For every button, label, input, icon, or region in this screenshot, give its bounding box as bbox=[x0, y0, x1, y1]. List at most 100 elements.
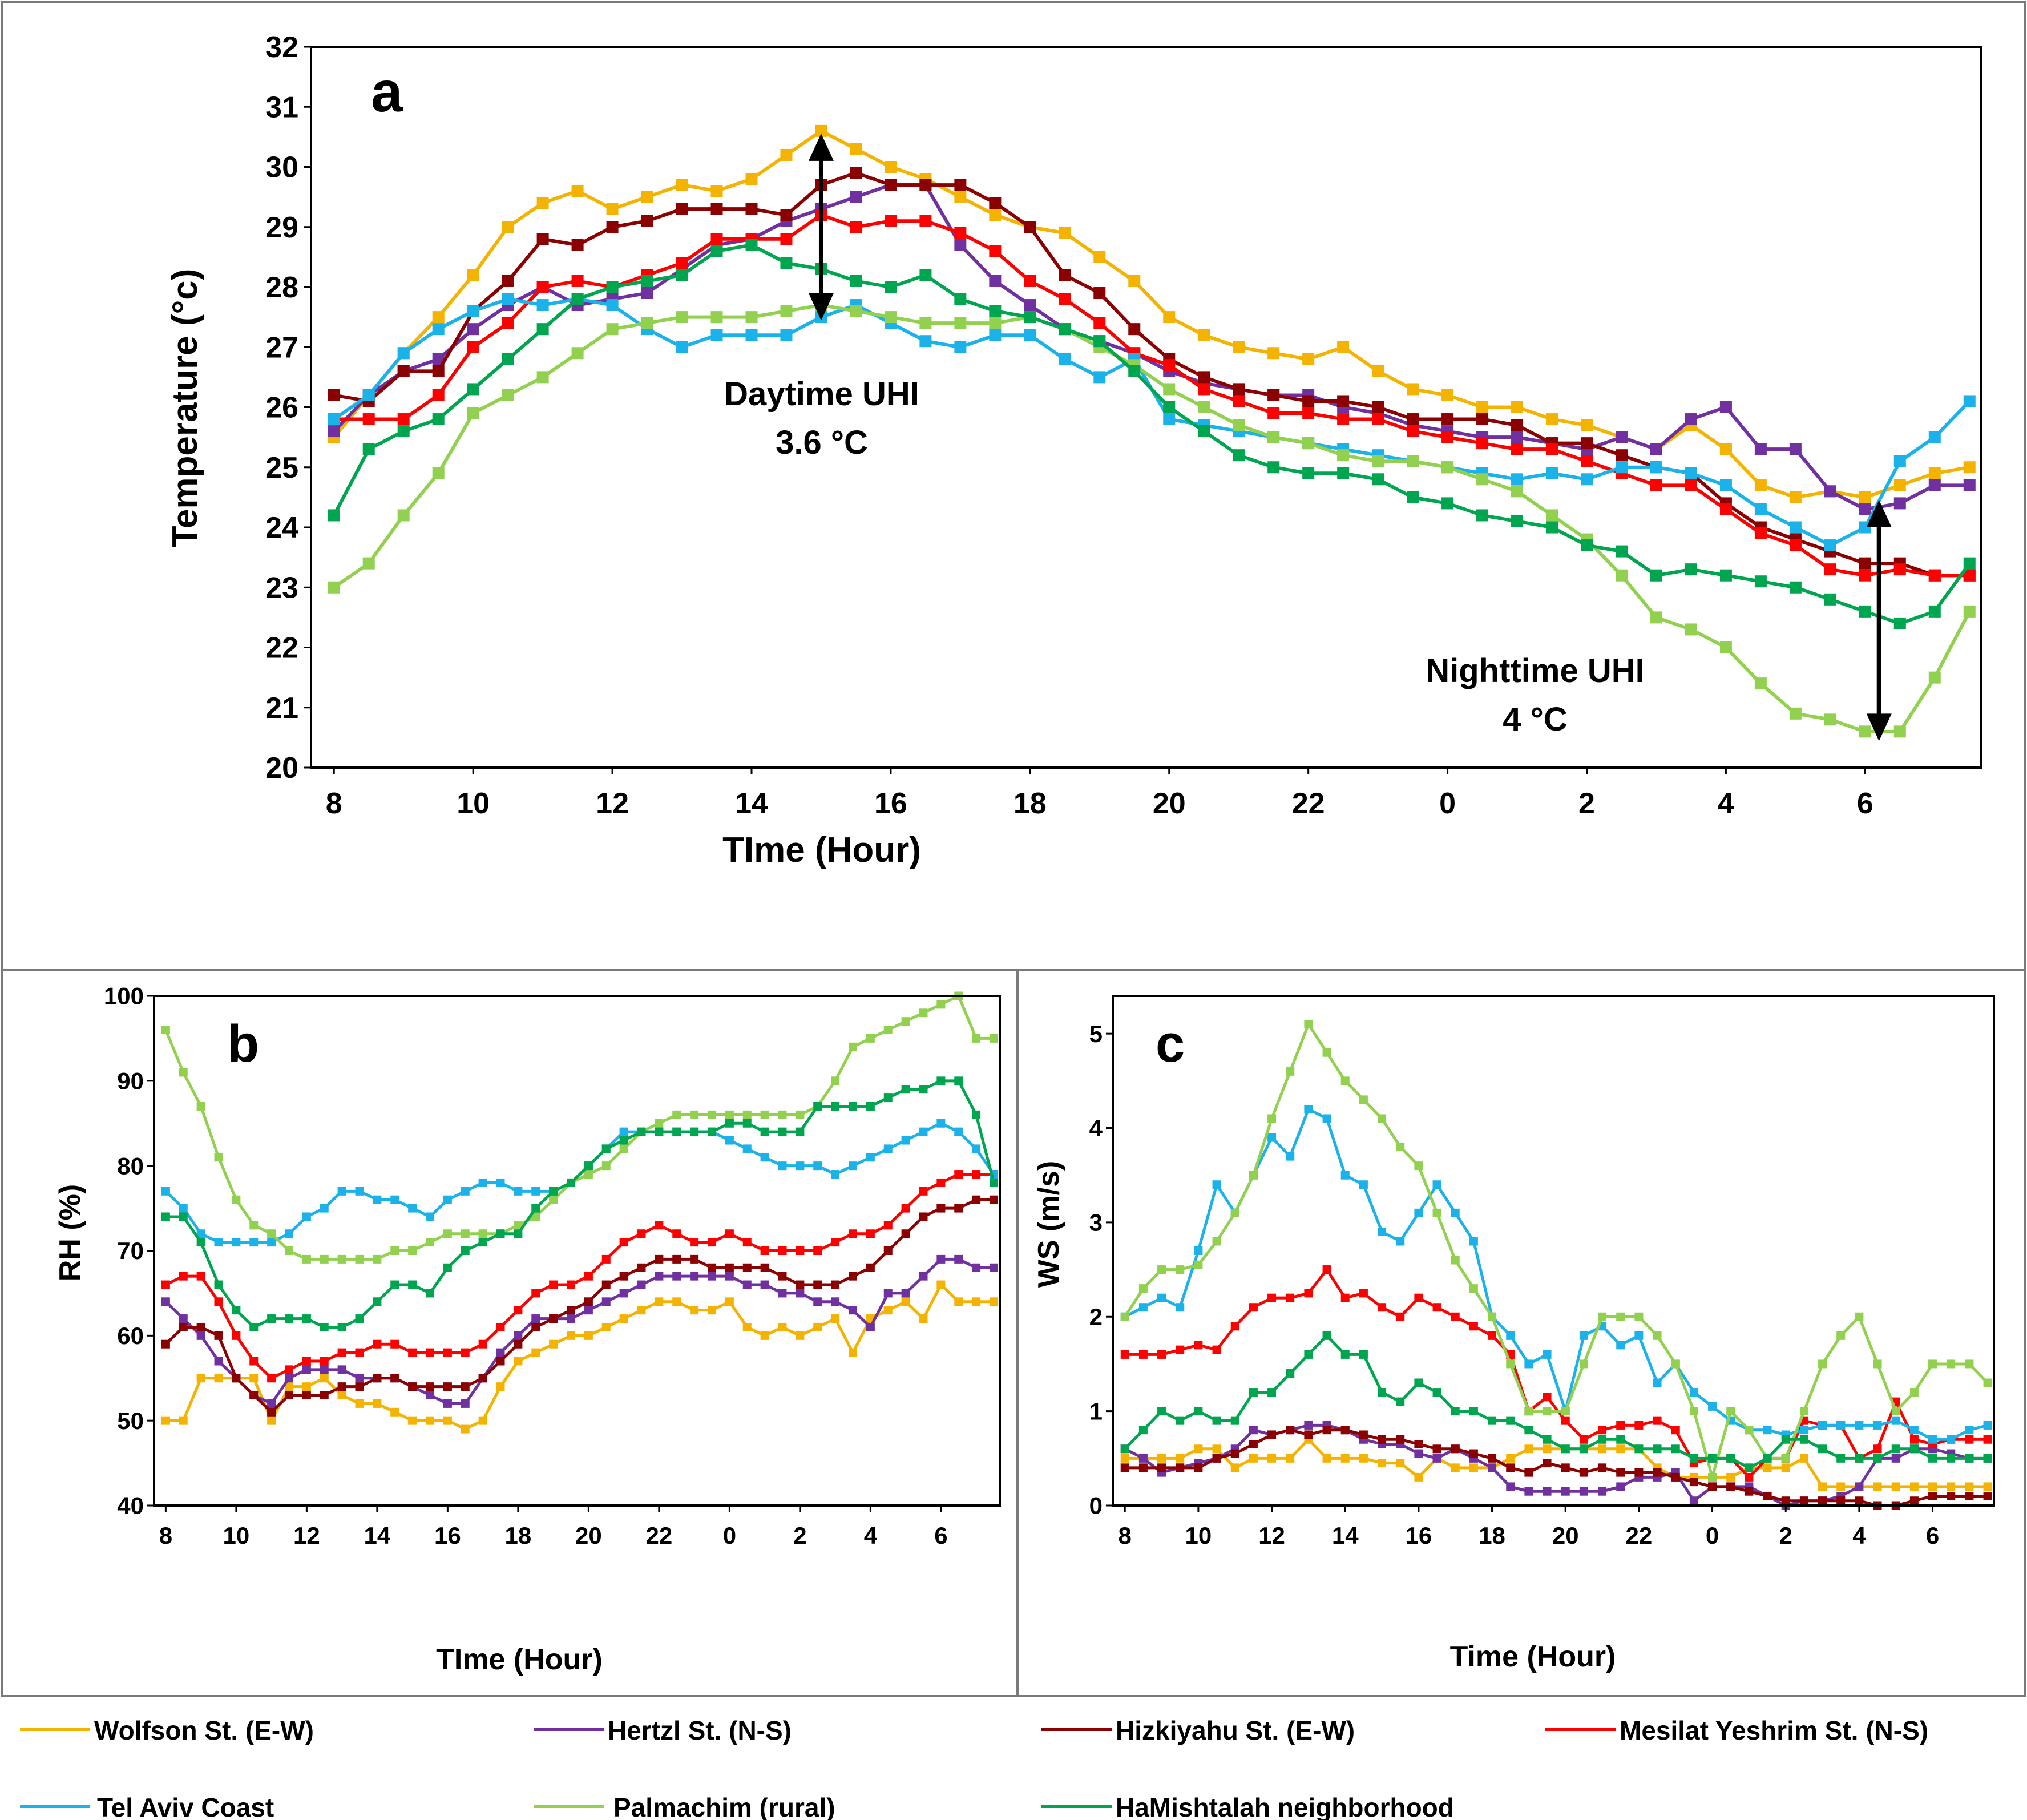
data-point bbox=[1754, 527, 1767, 540]
data-point bbox=[796, 1280, 805, 1289]
data-point bbox=[1685, 623, 1697, 636]
arrow-head-up bbox=[808, 133, 834, 161]
data-point bbox=[1928, 1454, 1937, 1463]
data-point bbox=[1414, 1449, 1423, 1458]
data-point bbox=[302, 1382, 311, 1391]
data-point bbox=[1059, 323, 1071, 336]
data-point bbox=[478, 1374, 487, 1383]
data-point bbox=[1267, 461, 1280, 474]
data-point bbox=[232, 1238, 241, 1247]
data-point bbox=[531, 1204, 540, 1213]
data-point bbox=[1580, 473, 1593, 486]
y-tick-label-b: 70 bbox=[117, 1237, 144, 1264]
data-point bbox=[1909, 1426, 1919, 1435]
data-point bbox=[606, 323, 619, 336]
data-point bbox=[637, 1229, 646, 1238]
data-point bbox=[1267, 1133, 1277, 1142]
data-point bbox=[1372, 413, 1384, 426]
data-point bbox=[901, 1229, 910, 1238]
data-point bbox=[1469, 1407, 1478, 1416]
data-point bbox=[954, 191, 967, 203]
data-point bbox=[536, 371, 549, 384]
data-point bbox=[813, 1101, 822, 1111]
data-point bbox=[397, 509, 410, 522]
data-point bbox=[1249, 1426, 1258, 1435]
x-tick-label-a: 22 bbox=[1292, 787, 1325, 820]
data-point bbox=[778, 1272, 787, 1281]
data-point bbox=[796, 1110, 805, 1119]
data-point bbox=[1024, 275, 1036, 287]
data-point bbox=[1708, 1482, 1717, 1491]
data-point bbox=[1891, 1407, 1900, 1416]
series-palmachim-rural-b bbox=[161, 991, 999, 1264]
data-point bbox=[161, 1297, 170, 1306]
data-point bbox=[1302, 437, 1315, 450]
data-point bbox=[1432, 1180, 1441, 1189]
data-point bbox=[1407, 413, 1419, 426]
data-point bbox=[1543, 1487, 1552, 1496]
data-point bbox=[1302, 353, 1315, 365]
data-point bbox=[1891, 1416, 1900, 1425]
data-point bbox=[1511, 485, 1524, 498]
legend: Wolfson St. (E-W) Hertzl St. (N-S) Hizki… bbox=[20, 1716, 1928, 1820]
data-point bbox=[760, 1263, 769, 1272]
data-point bbox=[1754, 503, 1767, 515]
data-point bbox=[954, 1254, 963, 1264]
data-point bbox=[850, 275, 862, 287]
data-point bbox=[760, 1110, 769, 1119]
data-point bbox=[619, 1272, 628, 1281]
data-point bbox=[249, 1374, 259, 1383]
data-point bbox=[954, 293, 967, 305]
series-wolfson-st-e-w-c bbox=[1120, 1435, 1992, 1491]
data-point bbox=[337, 1391, 346, 1400]
data-point bbox=[1476, 509, 1489, 522]
data-point bbox=[514, 1306, 523, 1315]
data-point bbox=[1965, 1491, 1974, 1500]
data-point bbox=[690, 1238, 699, 1247]
data-point bbox=[478, 1416, 487, 1425]
data-point bbox=[850, 221, 862, 233]
data-point bbox=[1719, 569, 1732, 582]
data-point bbox=[302, 1357, 311, 1366]
data-point bbox=[1616, 1444, 1625, 1454]
data-point bbox=[567, 1306, 576, 1315]
data-point bbox=[936, 1178, 946, 1187]
data-point bbox=[1963, 479, 1976, 491]
data-point bbox=[514, 1221, 523, 1230]
data-point bbox=[1524, 1487, 1533, 1496]
data-point bbox=[989, 317, 1002, 329]
data-point bbox=[1855, 1454, 1864, 1463]
data-point bbox=[1511, 473, 1524, 486]
data-point bbox=[249, 1357, 259, 1366]
series-hamishtalah-neighborhood-a bbox=[328, 239, 1976, 629]
data-point bbox=[337, 1322, 346, 1331]
data-point bbox=[676, 311, 688, 324]
data-point bbox=[1249, 1171, 1258, 1180]
series-line-hamishtalah-neighborhood bbox=[165, 1079, 995, 1329]
data-point bbox=[655, 1254, 664, 1264]
data-point bbox=[1580, 419, 1593, 431]
data-point bbox=[179, 1322, 188, 1331]
data-point bbox=[708, 1306, 717, 1315]
data-point bbox=[1511, 443, 1524, 455]
data-point bbox=[1893, 725, 1906, 738]
data-point bbox=[919, 335, 932, 348]
data-point bbox=[1441, 389, 1454, 401]
data-point bbox=[1230, 1463, 1239, 1472]
data-point bbox=[919, 1212, 928, 1221]
data-point bbox=[1372, 401, 1384, 413]
data-point bbox=[1543, 1459, 1552, 1468]
data-point bbox=[1340, 1076, 1350, 1085]
data-point bbox=[1469, 1449, 1478, 1458]
data-point bbox=[1543, 1407, 1552, 1416]
y-axis-title-a: Temperature (°c) bbox=[165, 269, 205, 548]
data-point bbox=[1579, 1435, 1588, 1444]
data-point bbox=[1378, 1435, 1387, 1444]
data-point bbox=[813, 1280, 822, 1289]
data-point bbox=[601, 1254, 611, 1264]
data-point bbox=[1859, 605, 1871, 618]
data-point bbox=[514, 1187, 523, 1196]
series-hizkiyahu-st-e-w-b bbox=[161, 1195, 999, 1417]
data-point bbox=[1024, 221, 1036, 233]
data-point bbox=[1824, 485, 1836, 498]
